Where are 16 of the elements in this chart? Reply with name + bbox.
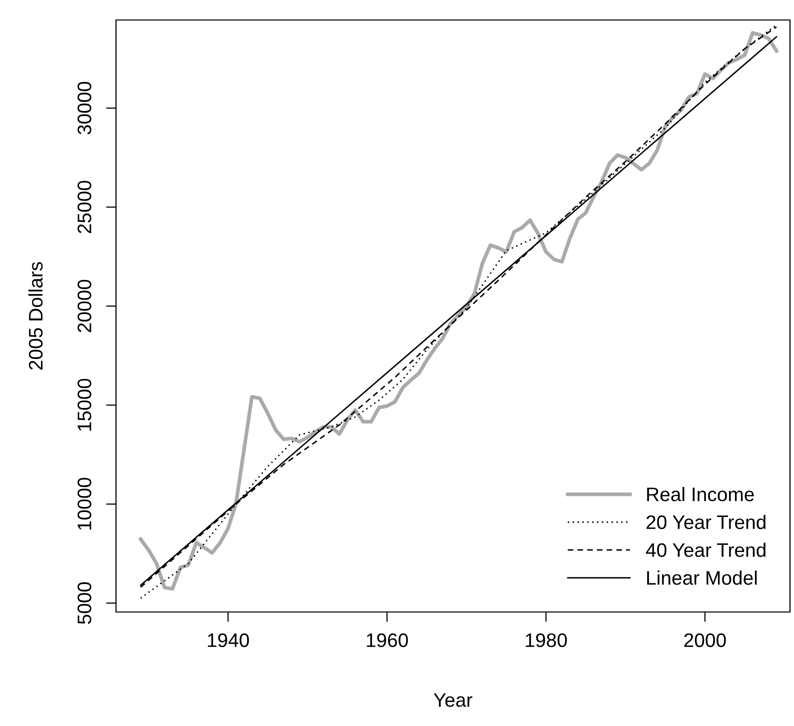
y-tick-label: 30000 [78,82,92,134]
legend-label: Real Income [647,486,754,502]
y-tick-label: 20000 [78,280,92,332]
x-axis-title: Year [434,693,472,707]
y-tick-label: 10000 [78,478,92,530]
y-tick-label: 25000 [78,180,92,234]
y-axis-title: 2005 Dollars [28,262,43,370]
legend-label: Linear Model [647,570,757,585]
x-tick-label: 1980 [526,633,567,648]
y-tick-label: 15000 [78,378,92,431]
x-tick-label: 2000 [684,633,726,648]
y-tick-label: 5000 [78,582,92,624]
legend-label: 20 Year Trend [646,514,766,530]
x-tick-label: 1940 [208,633,249,648]
legend-label: 40 Year Trend [646,542,766,557]
x-tick-label: 1960 [366,633,408,648]
